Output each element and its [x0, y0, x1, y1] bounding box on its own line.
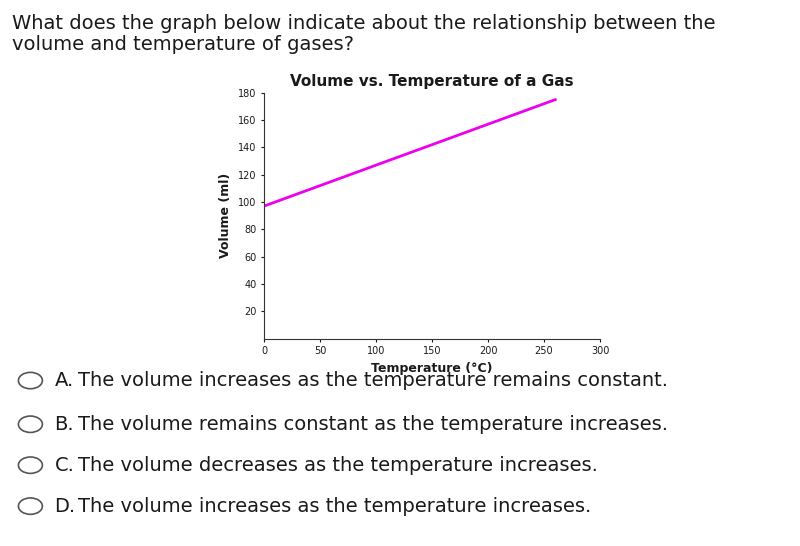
Text: The volume increases as the temperature increases.: The volume increases as the temperature …: [78, 497, 592, 515]
Text: A.: A.: [54, 371, 74, 390]
Title: Volume vs. Temperature of a Gas: Volume vs. Temperature of a Gas: [290, 74, 574, 89]
Y-axis label: Volume (ml): Volume (ml): [219, 173, 232, 258]
Text: volume and temperature of gases?: volume and temperature of gases?: [12, 35, 354, 55]
X-axis label: Temperature (°C): Temperature (°C): [371, 361, 493, 375]
Text: What does the graph below indicate about the relationship between the: What does the graph below indicate about…: [12, 14, 715, 33]
Text: The volume increases as the temperature remains constant.: The volume increases as the temperature …: [78, 371, 669, 390]
Text: C.: C.: [54, 456, 74, 474]
Text: The volume decreases as the temperature increases.: The volume decreases as the temperature …: [78, 456, 598, 474]
Text: B.: B.: [54, 415, 74, 434]
Text: The volume remains constant as the temperature increases.: The volume remains constant as the tempe…: [78, 415, 669, 434]
Text: D.: D.: [54, 497, 75, 515]
